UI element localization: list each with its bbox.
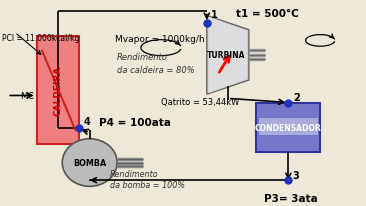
Text: 2: 2 bbox=[293, 93, 299, 103]
Text: Mvapor = 1000kg/h: Mvapor = 1000kg/h bbox=[115, 35, 205, 44]
FancyBboxPatch shape bbox=[258, 118, 318, 135]
Text: BOMBA: BOMBA bbox=[73, 158, 106, 167]
Ellipse shape bbox=[62, 139, 117, 186]
Text: Qatrito = 53,44kW: Qatrito = 53,44kW bbox=[161, 98, 239, 107]
FancyBboxPatch shape bbox=[256, 103, 320, 152]
Text: da caldeira = 80%: da caldeira = 80% bbox=[117, 66, 195, 75]
Text: CONDENSADOR: CONDENSADOR bbox=[255, 123, 322, 132]
Text: P3= 3ata: P3= 3ata bbox=[264, 193, 317, 202]
Text: 4: 4 bbox=[83, 117, 90, 127]
FancyBboxPatch shape bbox=[37, 37, 79, 144]
Text: MC: MC bbox=[20, 92, 34, 101]
Text: da bomba = 100%: da bomba = 100% bbox=[110, 180, 185, 189]
Polygon shape bbox=[207, 16, 249, 95]
Text: 3: 3 bbox=[293, 170, 299, 180]
Text: TURBINA: TURBINA bbox=[206, 51, 245, 60]
Text: 1: 1 bbox=[210, 10, 217, 20]
Text: Rendimento: Rendimento bbox=[110, 169, 158, 178]
Polygon shape bbox=[209, 18, 247, 94]
Text: PCI = 11.000kcal/kg: PCI = 11.000kcal/kg bbox=[2, 34, 79, 43]
Text: Rendimento: Rendimento bbox=[117, 53, 168, 61]
Text: P4 = 100ata: P4 = 100ata bbox=[99, 117, 171, 127]
Text: t1 = 500°C: t1 = 500°C bbox=[236, 9, 299, 19]
Text: CALDEIRA: CALDEIRA bbox=[53, 66, 62, 116]
